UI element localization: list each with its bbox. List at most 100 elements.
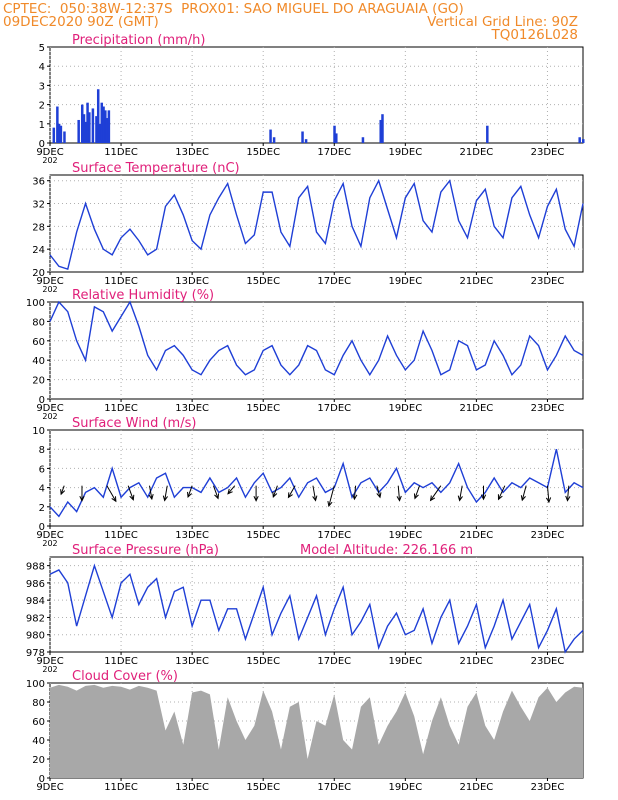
- y-tick-label: 4: [39, 62, 45, 73]
- x-tick-label: 15DEC: [246, 656, 280, 667]
- wind-arrow: [521, 485, 527, 501]
- wind-arrowhead: [272, 491, 278, 499]
- x-year-label: 202: [42, 412, 57, 421]
- y-tick-label: 36: [32, 177, 45, 188]
- panel-title: Cloud Cover (%): [72, 669, 178, 684]
- x-tick-label: 23DEC: [531, 403, 565, 414]
- wind-arrowhead: [253, 495, 259, 502]
- wind-arrowhead: [214, 493, 220, 500]
- y-tick-label: 0: [39, 774, 45, 785]
- wind-arrowhead: [312, 495, 318, 502]
- y-tick-label: 100: [26, 679, 45, 690]
- y-tick-label: 20: [32, 268, 45, 279]
- precip-bar: [272, 137, 276, 143]
- wind-arrow: [566, 485, 570, 501]
- x-tick-label: 21DEC: [460, 530, 494, 541]
- wind-arrowhead: [148, 494, 154, 501]
- precip-bar: [98, 123, 102, 143]
- precip-bar: [304, 139, 308, 143]
- precip-bar: [63, 131, 66, 143]
- x-tick-label: 21DEC: [460, 403, 494, 414]
- wind-arrowhead: [457, 495, 463, 502]
- x-tick-label: 17DEC: [317, 656, 351, 667]
- x-tick-label: 21DEC: [460, 147, 494, 158]
- y-tick-label: 20: [32, 376, 45, 387]
- x-tick-label: 13DEC: [175, 147, 209, 158]
- panel-5: 0 20 40 60 80 100 9DEC 11DEC 13DEC 15DEC 17DEC 19DE…: [26, 669, 584, 793]
- wind-arrowhead: [545, 497, 552, 504]
- x-tick-label: 19DEC: [388, 147, 422, 158]
- x-tick-label: 15DEC: [246, 403, 280, 414]
- y-tick-label: 80: [32, 698, 45, 709]
- x-tick-label: 13DEC: [175, 403, 209, 414]
- wind-arrow: [149, 485, 153, 500]
- wind-arrowhead: [413, 493, 419, 500]
- y-tick-label: 988: [26, 562, 45, 573]
- wind-arrow: [212, 485, 219, 499]
- y-tick-label: 980: [26, 631, 45, 642]
- x-tick-label: 19DEC: [388, 276, 422, 287]
- wind-arrowhead: [60, 489, 66, 496]
- series-line: [49, 449, 584, 518]
- precip-bar: [105, 118, 109, 143]
- precip-bar: [84, 121, 88, 143]
- y-tick-label: 0: [39, 139, 45, 150]
- wind-arrowhead: [520, 495, 526, 502]
- panel-frame: [49, 556, 584, 653]
- series-line: [49, 178, 584, 271]
- y-tick-label: 32: [32, 200, 45, 211]
- wind-arrowhead: [227, 488, 233, 495]
- wind-arrow: [272, 485, 278, 498]
- x-tick-label: 17DEC: [317, 403, 351, 414]
- x-tick-label: 15DEC: [246, 147, 280, 158]
- precip-bar: [104, 110, 107, 143]
- panel-3: 0 2 4 6 8 10 9DEC 11DEC 13DEC 15DEC 17DEC 19DEC 21DE…: [32, 416, 584, 548]
- x-tick-label: 9DEC: [36, 656, 63, 667]
- x-tick-label: 19DEC: [388, 782, 422, 793]
- wind-arrowhead: [129, 494, 135, 501]
- wind-arrow: [106, 485, 117, 502]
- precip-bar: [582, 139, 585, 143]
- panel-4: 978 980 982 984 986 988 9DEC 11DEC 13DEC 15DEC 17D…: [26, 543, 584, 674]
- precip-bar: [56, 106, 59, 143]
- y-tick-label: 60: [32, 337, 45, 348]
- panel-frame: [49, 174, 584, 273]
- wind-arrow: [328, 485, 335, 507]
- precip-bar: [91, 108, 95, 143]
- precip-bar: [100, 102, 104, 143]
- y-tick-label: 2: [39, 101, 45, 112]
- x-tick-label: 11DEC: [104, 782, 138, 793]
- x-tick-label: 11DEC: [104, 656, 138, 667]
- wind-arrowhead: [497, 494, 503, 501]
- panel-title: Surface Pressure (hPa): [72, 543, 219, 558]
- panel-title: Surface Wind (m/s): [72, 416, 196, 431]
- x-tick-label: 17DEC: [317, 276, 351, 287]
- wind-arrowhead: [79, 495, 85, 502]
- y-tick-label: 986: [26, 579, 45, 590]
- x-tick-label: 9DEC: [36, 403, 63, 414]
- precip-bar: [301, 131, 304, 143]
- wind-arrowhead: [396, 495, 402, 502]
- precip-bar: [59, 125, 63, 143]
- y-tick-label: 984: [26, 596, 45, 607]
- y-tick-label: 3: [39, 81, 45, 92]
- x-tick-label: 13DEC: [175, 656, 209, 667]
- y-tick-label: 4: [39, 484, 45, 495]
- panel-2: 0 20 40 60 80 100 9DEC 11DEC 13DEC 15DEC 17DEC 19DE…: [26, 288, 584, 421]
- precip-bar: [88, 112, 91, 143]
- wind-arrowhead: [287, 492, 293, 499]
- wind-arrow: [287, 485, 296, 498]
- series-line: [49, 563, 584, 654]
- x-tick-label: 11DEC: [104, 276, 138, 287]
- x-tick-label: 23DEC: [531, 147, 565, 158]
- y-tick-label: 0: [39, 522, 45, 533]
- x-tick-label: 21DEC: [460, 276, 494, 287]
- precip-bar: [361, 137, 365, 143]
- x-year-label: 202: [42, 665, 57, 674]
- x-tick-label: 17DEC: [317, 147, 351, 158]
- precip-bar: [486, 125, 489, 143]
- wind-arrowhead: [352, 494, 358, 501]
- y-tick-label: 100: [26, 298, 45, 309]
- precip-bar: [335, 133, 338, 143]
- precip-bar: [77, 119, 80, 143]
